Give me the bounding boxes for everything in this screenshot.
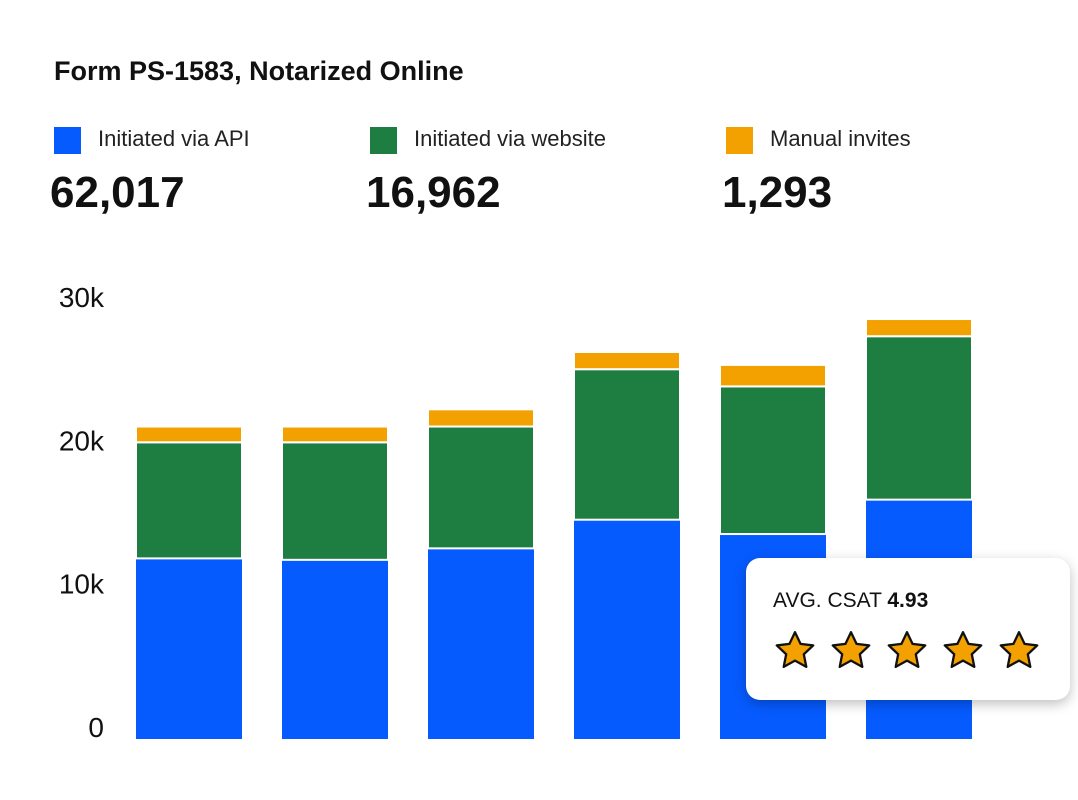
bar-segment-api xyxy=(428,548,534,739)
legend-swatch-website xyxy=(370,127,397,154)
star-icon xyxy=(999,631,1039,669)
y-tick-label: 10k xyxy=(59,569,105,600)
bar-segment-website xyxy=(865,335,973,501)
legend-swatch-api xyxy=(54,127,81,154)
legend-label-manual: Manual invites xyxy=(770,126,911,151)
y-tick-label: 0 xyxy=(88,712,104,743)
bar-segment-manual xyxy=(427,408,535,428)
bar-segment-manual xyxy=(281,425,389,444)
bar-segment-website xyxy=(281,441,389,561)
chart-title: Form PS-1583, Notarized Online xyxy=(54,56,464,86)
star-icon xyxy=(831,631,871,669)
bar-segment-api xyxy=(282,559,388,739)
csat-card: AVG. CSAT 4.93 xyxy=(746,558,1070,700)
csat-label: AVG. CSAT xyxy=(773,589,882,612)
y-tick-label: 20k xyxy=(59,425,105,456)
y-tick-label: 30k xyxy=(59,282,105,313)
bar-segment-manual xyxy=(719,363,827,388)
star-icon xyxy=(775,631,815,669)
csat-value: 4.93 xyxy=(887,589,929,612)
bar-segment-manual xyxy=(135,425,243,444)
star-rating xyxy=(772,628,1042,674)
csat-text: AVG. CSAT 4.93 xyxy=(773,589,928,613)
bar-segment-manual xyxy=(573,351,681,371)
legend-swatch-manual xyxy=(726,127,753,154)
star-icon xyxy=(943,631,983,669)
legend-label-api: Initiated via API xyxy=(98,126,250,151)
bar-segment-website xyxy=(427,425,535,550)
bar-segment-api xyxy=(136,558,242,739)
bar-segment-website xyxy=(719,385,827,536)
bar-segment-manual xyxy=(865,318,973,338)
bar-segment-website xyxy=(573,368,681,521)
bar-segment-api xyxy=(574,519,680,739)
total-website: 16,962 xyxy=(366,168,501,217)
legend-label-website: Initiated via website xyxy=(414,126,606,151)
star-icon xyxy=(887,631,927,669)
total-api: 62,017 xyxy=(50,168,185,217)
total-manual: 1,293 xyxy=(722,168,833,217)
bar-segment-website xyxy=(135,441,243,560)
